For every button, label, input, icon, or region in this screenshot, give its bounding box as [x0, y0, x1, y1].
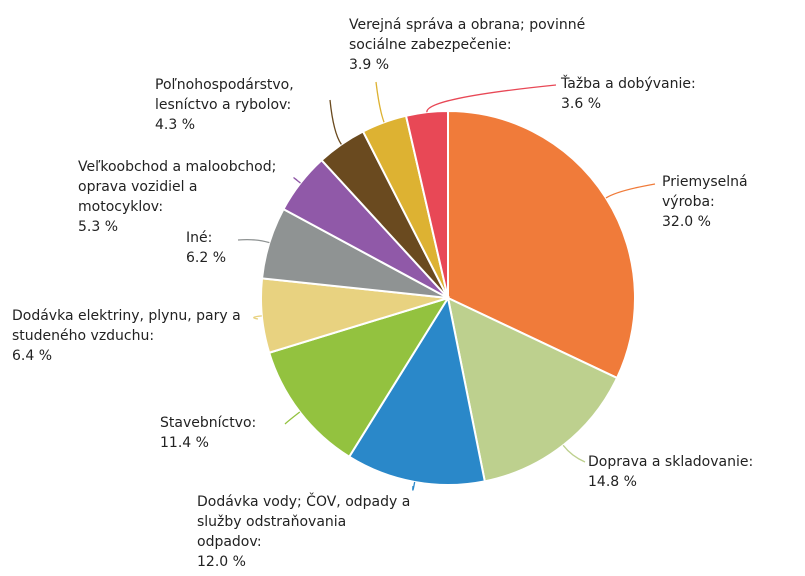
slice-label: Dodávka elektriny, plynu, pary a studené…	[12, 306, 252, 366]
leader-line	[253, 315, 262, 320]
category-name: Veľkoobchod a maloobchod; oprava vozidie…	[78, 159, 277, 215]
value-label: 11.4 %	[160, 435, 209, 451]
category-name: Ťažba a dobývanie:	[561, 76, 696, 92]
leader-line	[329, 99, 342, 145]
value-label: 12.0 %	[197, 554, 246, 570]
leader-line	[562, 444, 586, 463]
value-label: 4.3 %	[155, 117, 196, 133]
value-label: 3.9 %	[349, 57, 390, 73]
leader-line	[426, 84, 557, 113]
category-name: Doprava a skladovanie:	[588, 454, 754, 470]
slice-label: Iné: 6.2 %	[186, 228, 236, 268]
slice-label: Dodávka vody; ČOV, odpady a služby odstr…	[197, 492, 412, 572]
leader-line	[375, 81, 385, 123]
slice-label: Veľkoobchod a maloobchod; oprava vozidie…	[78, 157, 278, 237]
value-label: 3.6 %	[561, 96, 602, 112]
leader-line	[284, 411, 301, 425]
category-name: Priemyselná výroba:	[662, 174, 748, 210]
category-name: Stavebníctvo:	[160, 415, 257, 431]
pie-slice	[446, 296, 619, 483]
category-name: Iné:	[186, 230, 213, 246]
pie-slice	[447, 109, 636, 380]
slice-label: Verejná správa a obrana; povinné sociáln…	[349, 15, 639, 75]
pie-slice	[347, 295, 486, 486]
leader-line	[293, 177, 301, 184]
category-name: Verejná správa a obrana; povinné sociáln…	[349, 17, 586, 53]
slice-label: Doprava a skladovanie: 14.8 %	[588, 452, 788, 492]
leader-line	[412, 481, 416, 491]
value-label: 14.8 %	[588, 474, 637, 490]
leader-line	[605, 183, 656, 199]
slice-label: Poľnohospodárstvo, lesníctvo a rybolov: 4…	[155, 75, 330, 135]
value-label: 32.0 %	[662, 214, 711, 230]
category-name: Poľnohospodárstvo, lesníctvo a rybolov:	[155, 77, 294, 113]
value-label: 6.2 %	[186, 250, 227, 266]
category-name: Dodávka vody; ČOV, odpady a služby odstr…	[197, 494, 411, 550]
slice-label: Priemyselná výroba: 32.0 %	[662, 172, 802, 232]
pie-slice	[404, 109, 449, 299]
category-name: Dodávka elektriny, plynu, pary a studené…	[12, 308, 241, 344]
value-label: 6.4 %	[12, 348, 53, 364]
slice-label: Ťažba a dobývanie: 3.6 %	[561, 74, 761, 114]
value-label: 5.3 %	[78, 219, 119, 235]
leader-line	[237, 238, 270, 244]
slice-label: Stavebníctvo: 11.4 %	[160, 413, 285, 453]
